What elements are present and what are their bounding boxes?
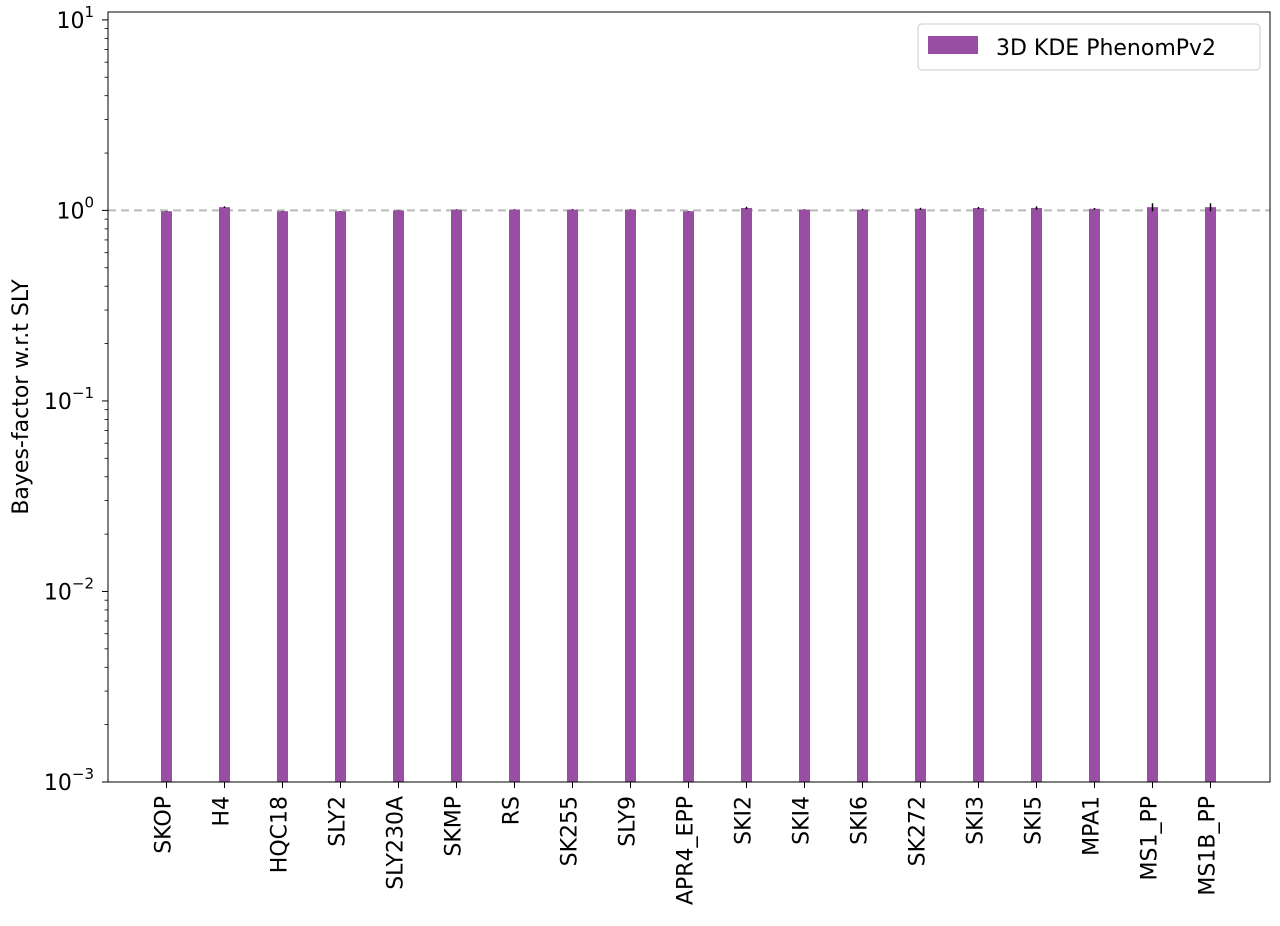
y-tick-exponent: 1	[84, 3, 94, 21]
bar	[1031, 207, 1042, 783]
bar	[393, 210, 404, 782]
bar	[567, 209, 578, 782]
x-tick-label: SKMP	[442, 796, 467, 857]
y-tick-exponent: 0	[84, 193, 94, 211]
x-tick-label: SKI5	[1022, 796, 1047, 845]
bar	[451, 209, 462, 782]
x-tick-label: SKI2	[732, 796, 757, 845]
bar	[857, 209, 868, 782]
bar	[277, 211, 288, 783]
x-tick-label: SKI3	[964, 796, 989, 845]
x-tick-label: MPA1	[1080, 796, 1105, 856]
x-tick-label: H4	[210, 796, 235, 827]
legend: 3D KDE PhenomPv2	[917, 23, 1261, 71]
error-bars-layer	[165, 203, 1212, 212]
y-tick-base: 10	[44, 390, 72, 415]
y-tick-label: 10−3	[44, 765, 94, 796]
y-tick-label: 100	[56, 193, 94, 224]
x-axis: SKOP H4 HQC18 SLY2 SLY230A SKMP RS SK255 SLY9 APR…	[152, 782, 1221, 905]
bar	[509, 209, 520, 782]
x-tick-label: SKOP	[152, 796, 177, 854]
bars-layer	[161, 207, 1216, 783]
y-tick-base: 10	[56, 199, 84, 224]
legend-label: 3D KDE PhenomPv2	[996, 36, 1216, 61]
x-tick-label: MS1B_PP	[1196, 796, 1221, 896]
x-tick-label: SKI4	[790, 796, 815, 845]
y-tick-base: 10	[56, 9, 84, 34]
bar	[219, 207, 230, 782]
x-tick-label: RS	[500, 796, 525, 825]
bar	[1089, 208, 1100, 782]
y-tick-label: 10−1	[44, 384, 94, 415]
y-tick-exponent: −1	[72, 384, 94, 402]
legend-swatch	[928, 36, 978, 54]
y-tick-base: 10	[44, 580, 72, 605]
x-tick-label: SLY230A	[384, 796, 409, 890]
x-tick-label: SLY2	[326, 796, 351, 847]
y-axis-label: Bayes-factor w.r.t SLY	[9, 279, 34, 515]
y-tick-exponent: −2	[72, 574, 94, 592]
x-tick-label: SKI6	[848, 796, 873, 845]
bar	[741, 207, 752, 783]
x-tick-label: SK272	[906, 796, 931, 866]
y-tick-base: 10	[44, 771, 72, 796]
x-tick-label: SK255	[558, 796, 583, 866]
x-tick-label: APR4_EPP	[674, 796, 699, 905]
bar	[915, 208, 926, 782]
y-tick-exponent: −3	[72, 765, 94, 783]
legend-box	[917, 23, 1261, 71]
bar	[973, 207, 984, 783]
bar	[335, 211, 346, 783]
x-tick-label: MS1_PP	[1138, 796, 1163, 880]
x-tick-label: HQC18	[268, 796, 293, 873]
bar	[161, 211, 172, 783]
bar	[1147, 207, 1158, 782]
bar	[625, 209, 636, 782]
bar	[1205, 207, 1216, 782]
bar	[799, 209, 810, 782]
x-tick-label: SLY9	[616, 796, 641, 847]
y-tick-label: 101	[56, 3, 94, 34]
bar	[683, 211, 694, 783]
y-tick-label: 10−2	[44, 574, 94, 605]
